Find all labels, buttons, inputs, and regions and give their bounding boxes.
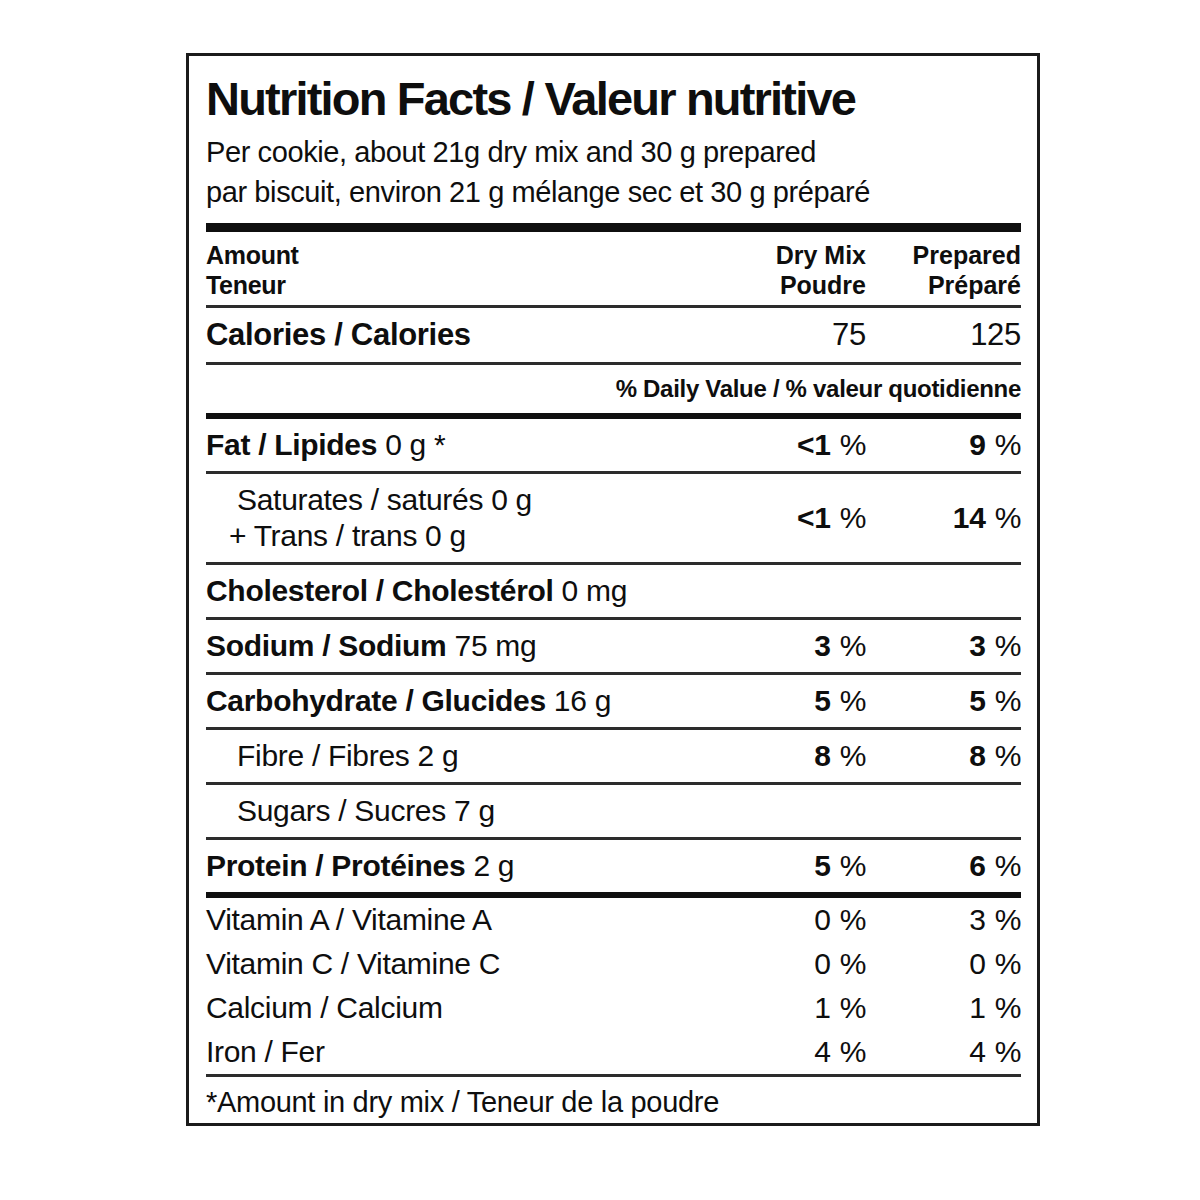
dry-mix-column-header: Dry Mix Poudre (746, 240, 866, 300)
saturates-trans-label: Saturates / saturés 0 g + Trans / trans … (206, 482, 746, 554)
serving-statement-fr: par biscuit, environ 21 g mélange sec et… (206, 172, 1021, 212)
carbohydrate-dry-value: 5% (746, 683, 866, 719)
fibre-prepared-value: 8% (866, 738, 1021, 774)
calcium-label: Calcium / Calcium (206, 990, 746, 1026)
protein-dry-value: 5% (746, 848, 866, 884)
serving-statement-en: Per cookie, about 21g dry mix and 30 g p… (206, 132, 1021, 172)
cholesterol-label: Cholesterol / Cholestérol0 mg (206, 573, 746, 609)
sodium-row: Sodium / Sodium75 mg 3% 3% (206, 620, 1021, 672)
prepared-column-header: Prepared Préparé (866, 240, 1021, 300)
carbohydrate-label: Carbohydrate / Glucides16 g (206, 683, 746, 719)
label-title: Nutrition Facts / Valeur nutritive (206, 71, 1021, 127)
fibre-row: Fibre / Fibres 2 g 8% 8% (206, 730, 1021, 782)
amount-header-fr: Teneur (206, 270, 746, 300)
sugars-label: Sugars / Sucres 7 g (206, 793, 746, 829)
calories-prepared-value: 125 (866, 317, 1021, 353)
prepared-header-fr: Préparé (866, 270, 1021, 300)
protein-label: Protein / Protéines2 g (206, 848, 746, 884)
vitamin-a-label: Vitamin A / Vitamine A (206, 902, 746, 938)
iron-dry-value: 4% (746, 1034, 866, 1070)
vitamin-c-row: Vitamin C / Vitamine C 0% 0% (206, 942, 1021, 986)
column-header-row: Amount Teneur Dry Mix Poudre Prepared Pr… (206, 237, 1021, 305)
fat-dry-value: <1% (746, 427, 866, 463)
amount-column-header: Amount Teneur (206, 240, 746, 300)
calcium-row: Calcium / Calcium 1% 1% (206, 986, 1021, 1030)
fat-prepared-value: 9% (866, 427, 1021, 463)
vitamin-a-prepared-value: 3% (866, 902, 1021, 938)
amount-header-en: Amount (206, 240, 746, 270)
fibre-label: Fibre / Fibres 2 g (206, 738, 746, 774)
calcium-dry-value: 1% (746, 990, 866, 1026)
saturates-label-line: Saturates / saturés 0 g (206, 482, 746, 518)
iron-row: Iron / Fer 4% 4% (206, 1030, 1021, 1074)
fibre-dry-value: 8% (746, 738, 866, 774)
header-divider-thick (206, 223, 1021, 232)
sodium-label: Sodium / Sodium75 mg (206, 628, 746, 664)
calcium-prepared-value: 1% (866, 990, 1021, 1026)
carbohydrate-prepared-value: 5% (866, 683, 1021, 719)
saturates-prepared-value: 14% (866, 500, 1021, 536)
saturates-trans-row: Saturates / saturés 0 g + Trans / trans … (206, 474, 1021, 562)
fat-label: Fat / Lipides0 g * (206, 427, 746, 463)
dry-mix-header-fr: Poudre (746, 270, 866, 300)
protein-row: Protein / Protéines2 g 5% 6% (206, 840, 1021, 892)
vitamin-a-row: Vitamin A / Vitamine A 0% 3% (206, 898, 1021, 942)
nutrition-facts-label: Nutrition Facts / Valeur nutritive Per c… (186, 53, 1040, 1126)
prepared-header-en: Prepared (866, 240, 1021, 270)
calories-row: Calories / Calories 75 125 (206, 308, 1021, 362)
vitamin-c-label: Vitamin C / Vitamine C (206, 946, 746, 982)
sodium-dry-value: 3% (746, 628, 866, 664)
saturates-dry-value: <1% (746, 500, 866, 536)
vitamin-c-dry-value: 0% (746, 946, 866, 982)
vitamin-a-dry-value: 0% (746, 902, 866, 938)
page-background: Nutrition Facts / Valeur nutritive Per c… (0, 0, 1200, 1200)
dry-mix-header-en: Dry Mix (746, 240, 866, 270)
trans-label-line: + Trans / trans 0 g (206, 518, 746, 554)
cholesterol-row: Cholesterol / Cholestérol0 mg (206, 565, 1021, 617)
footnote: *Amount in dry mix / Teneur de la poudre (206, 1077, 1021, 1128)
iron-label: Iron / Fer (206, 1034, 746, 1070)
calories-dry-value: 75 (746, 317, 866, 353)
protein-prepared-value: 6% (866, 848, 1021, 884)
carbohydrate-row: Carbohydrate / Glucides16 g 5% 5% (206, 675, 1021, 727)
sugars-row: Sugars / Sucres 7 g (206, 785, 1021, 837)
fat-row: Fat / Lipides0 g * <1% 9% (206, 419, 1021, 471)
calories-label: Calories / Calories (206, 317, 746, 353)
vitamin-c-prepared-value: 0% (866, 946, 1021, 982)
daily-value-heading: % Daily Value / % valeur quotidienne (206, 365, 1021, 413)
sodium-prepared-value: 3% (866, 628, 1021, 664)
iron-prepared-value: 4% (866, 1034, 1021, 1070)
